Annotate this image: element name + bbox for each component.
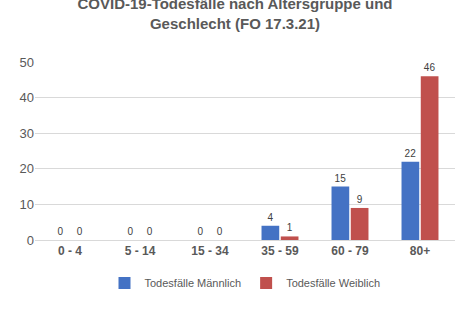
svg-text:0: 0 — [77, 226, 83, 237]
svg-text:15: 15 — [335, 173, 347, 184]
svg-text:0: 0 — [217, 226, 223, 237]
svg-text:35 - 59: 35 - 59 — [261, 244, 299, 258]
svg-text:Todesfälle Weiblich: Todesfälle Weiblich — [286, 277, 380, 289]
svg-text:5 - 14: 5 - 14 — [125, 244, 156, 258]
svg-text:Todesfälle Männlich: Todesfälle Männlich — [145, 277, 242, 289]
svg-text:60 - 79: 60 - 79 — [331, 244, 369, 258]
svg-text:80+: 80+ — [410, 244, 430, 258]
svg-text:9: 9 — [357, 194, 363, 205]
svg-text:0: 0 — [197, 226, 203, 237]
svg-text:0: 0 — [147, 226, 153, 237]
svg-text:30: 30 — [20, 126, 34, 141]
svg-text:4: 4 — [267, 212, 273, 223]
svg-text:0 - 4: 0 - 4 — [58, 244, 82, 258]
svg-text:0: 0 — [27, 233, 34, 248]
svg-text:46: 46 — [424, 62, 436, 73]
svg-text:50: 50 — [20, 55, 34, 70]
svg-text:40: 40 — [20, 90, 34, 105]
svg-text:1: 1 — [287, 222, 293, 233]
svg-text:22: 22 — [405, 148, 417, 159]
svg-text:COVID-19-Todesfälle nach Alter: COVID-19-Todesfälle nach Altersgruppe un… — [77, 0, 392, 32]
svg-text:0: 0 — [127, 226, 133, 237]
svg-text:0: 0 — [57, 226, 63, 237]
svg-text:15 - 34: 15 - 34 — [191, 244, 229, 258]
svg-text:20: 20 — [20, 161, 34, 176]
svg-text:10: 10 — [20, 197, 34, 212]
